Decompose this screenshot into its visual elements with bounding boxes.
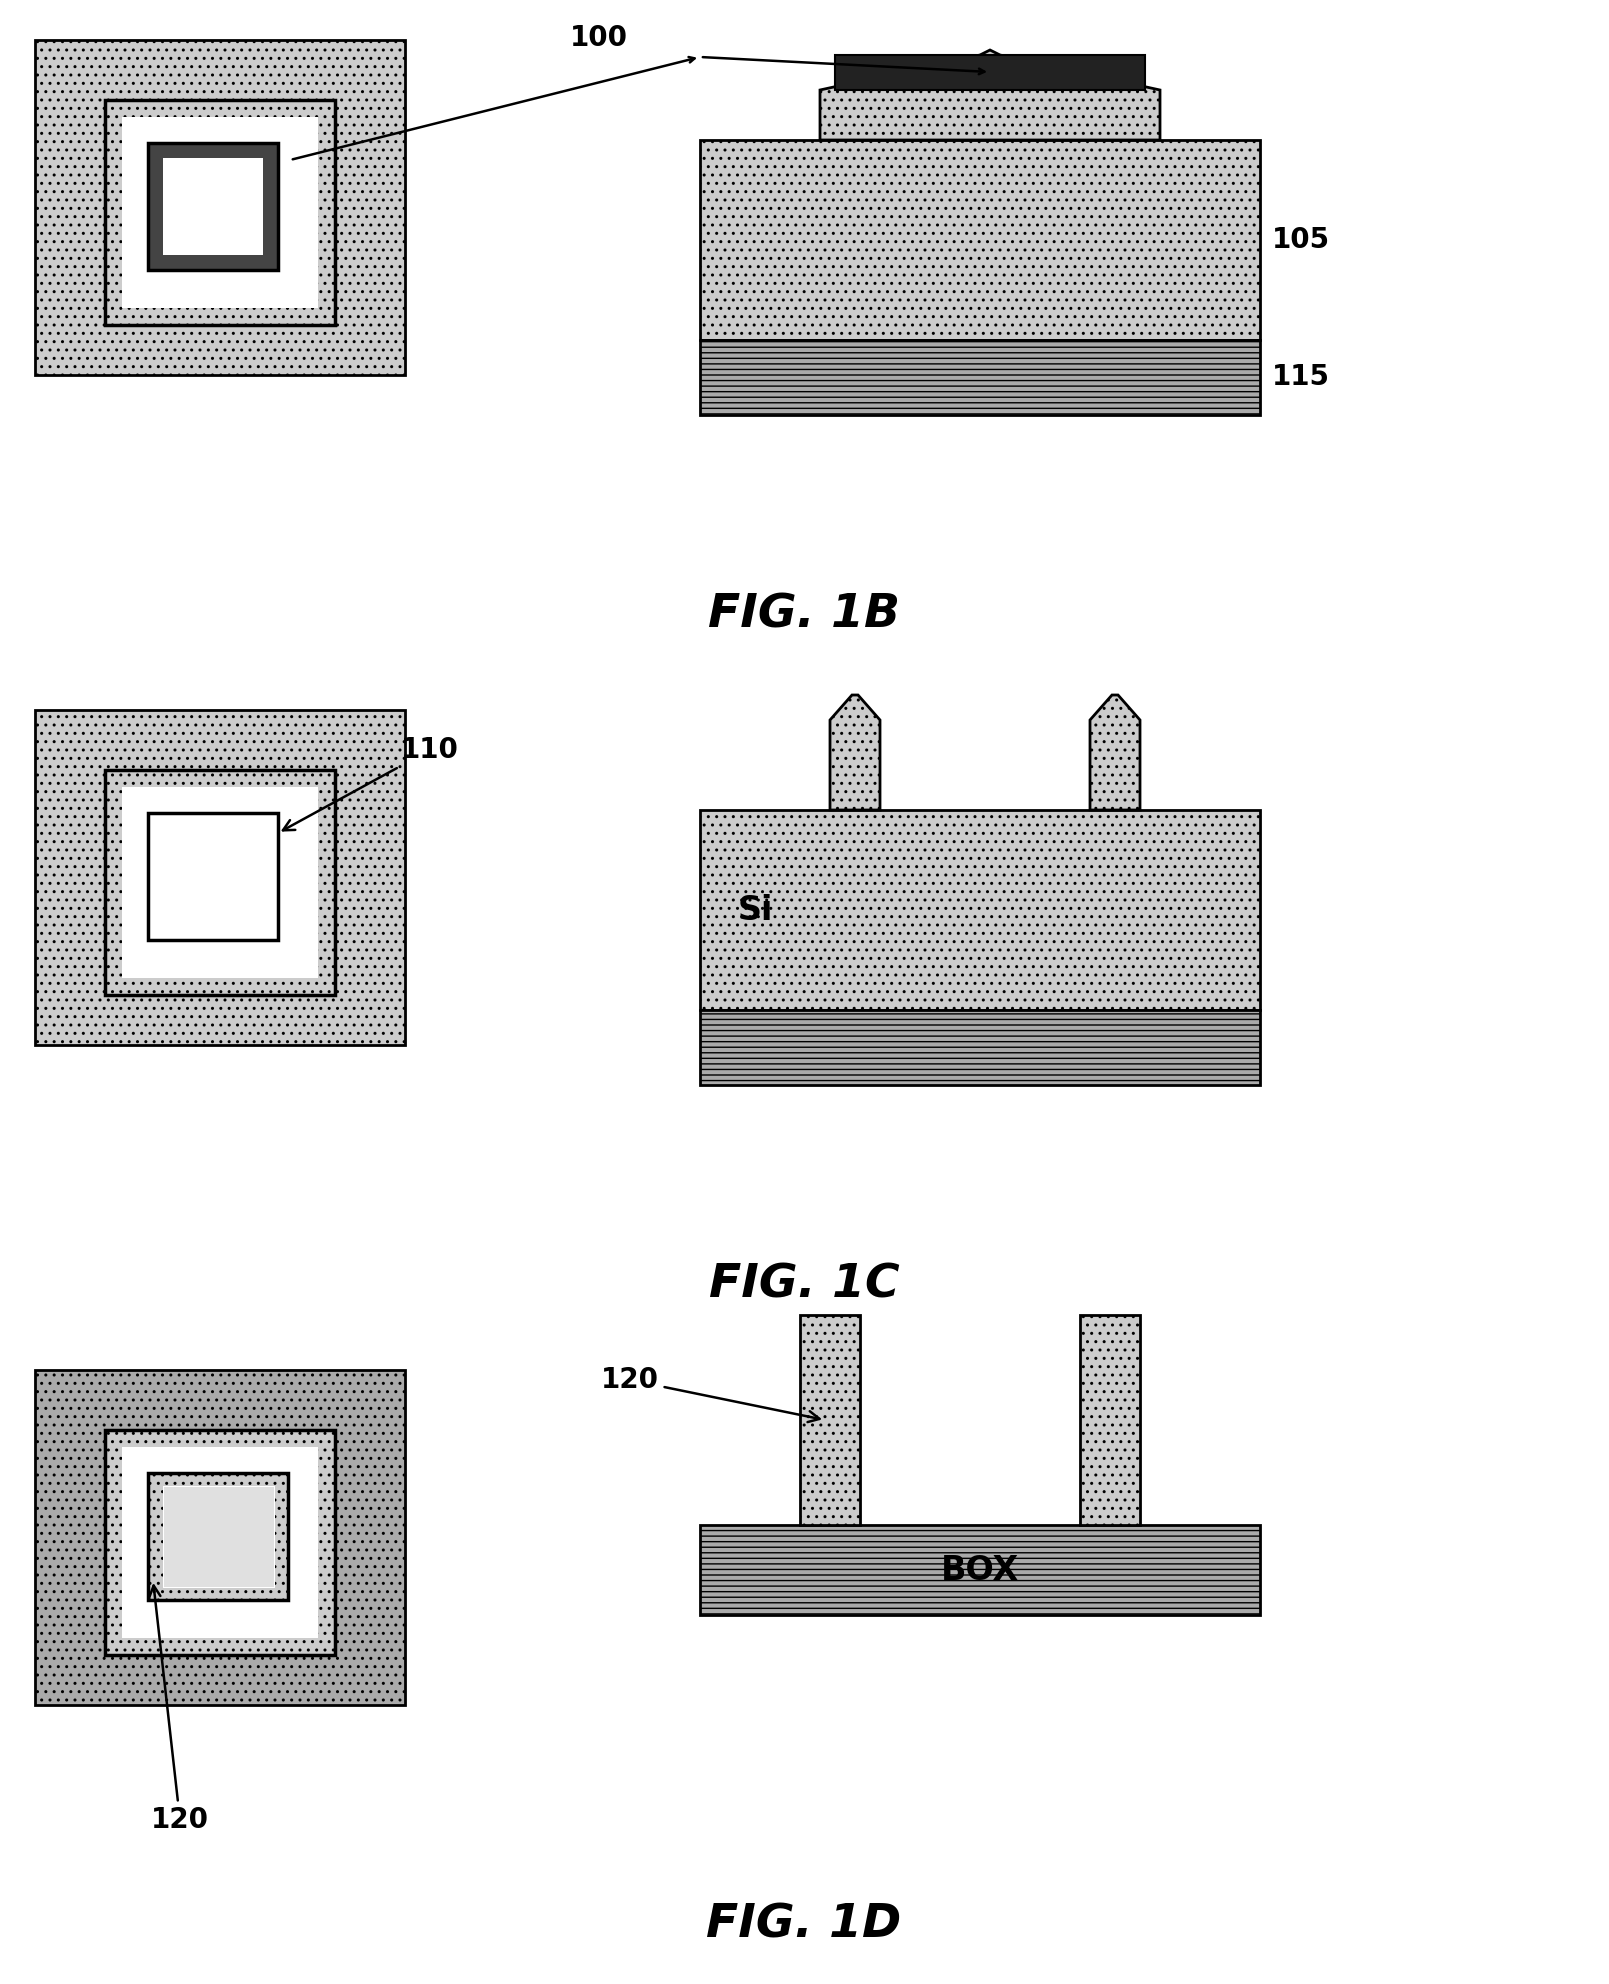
Bar [148, 143, 278, 270]
Bar [105, 770, 335, 996]
Text: FIG. 1C: FIG. 1C [708, 1262, 899, 1307]
Bar [700, 809, 1260, 1010]
Bar [700, 339, 1260, 415]
Bar [800, 1315, 859, 1526]
Text: BOX: BOX [941, 1553, 1018, 1587]
Text: Si: Si [737, 893, 772, 927]
Bar [105, 99, 335, 325]
Bar [122, 117, 319, 308]
Bar [148, 1472, 288, 1599]
Text: 120: 120 [150, 1585, 209, 1833]
Bar [163, 159, 262, 256]
Bar [835, 56, 1146, 89]
Bar [164, 1486, 274, 1587]
Bar [1080, 1315, 1141, 1526]
Polygon shape [830, 694, 880, 809]
Polygon shape [1089, 694, 1141, 809]
Bar [700, 1010, 1260, 1085]
Bar [163, 1486, 275, 1587]
Bar [35, 710, 405, 1046]
Polygon shape [821, 50, 1160, 141]
Bar [122, 788, 319, 978]
Text: 110: 110 [283, 736, 459, 831]
Bar [700, 1526, 1260, 1615]
Bar [700, 141, 1260, 339]
Text: 120: 120 [602, 1367, 819, 1423]
Bar [35, 40, 405, 375]
Bar [122, 1446, 319, 1639]
Text: 100: 100 [570, 24, 628, 52]
Text: 115: 115 [1273, 363, 1331, 391]
Text: FIG. 1D: FIG. 1D [706, 1903, 901, 1948]
Text: FIG. 1B: FIG. 1B [708, 593, 899, 637]
Bar [148, 813, 278, 940]
Text: 105: 105 [1273, 226, 1331, 254]
Bar [35, 1371, 405, 1704]
Bar [105, 1430, 335, 1655]
